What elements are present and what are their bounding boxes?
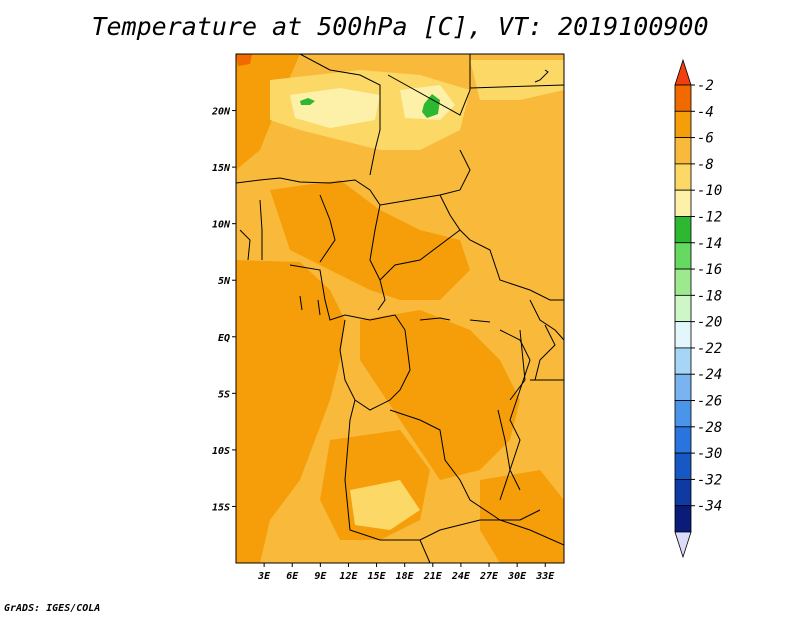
country-borders (236, 54, 564, 563)
y-tick-label: 5S (218, 389, 230, 400)
x-tick-label: 3E (257, 571, 271, 582)
colorbar-segment (674, 189, 692, 217)
colorbar-label: -34 (697, 499, 722, 515)
y-tick-label: 15N (212, 163, 231, 174)
x-tick-label: 6E (286, 571, 299, 582)
field-south-cool (350, 480, 420, 530)
colorbar-segment (674, 479, 692, 507)
colorbar-label: -2 (697, 78, 714, 94)
x-tick-label: 30E (507, 571, 527, 582)
colorbar-segment (674, 426, 692, 454)
colorbar-segment (674, 505, 692, 533)
y-tick-label: EQ (218, 333, 230, 344)
x-tick-label: 12E (339, 571, 358, 582)
field-sahara-coldest (290, 88, 380, 128)
field-green-patch-1 (300, 98, 315, 105)
x-tick-label: 21E (423, 571, 443, 582)
field-red-corner (236, 54, 252, 66)
colorbar-segment (674, 452, 692, 480)
map-frame (235, 53, 565, 564)
field-green-patch-2 (422, 94, 440, 118)
field-sahel-warm (270, 180, 470, 300)
colorbar-segment (674, 400, 692, 428)
field-west-warm (236, 260, 345, 563)
y-tick-label: 10N (212, 220, 231, 231)
y-tick-label: 15S (212, 502, 230, 513)
credit-label: GrADS: IGES/COLA (4, 603, 101, 614)
colorbar-label: -6 (697, 131, 714, 147)
colorbar-segment (674, 268, 692, 296)
colorbar-segment (674, 373, 692, 401)
colorbar-label: -20 (697, 315, 722, 331)
colorbar-label: -12 (697, 209, 722, 225)
field-ne-cool (470, 60, 564, 100)
colorbar-label: -4 (697, 104, 714, 120)
colorbar-label: -22 (697, 341, 722, 357)
x-axis: 3E 6E 9E 12E 15E 18E 21E 24E 27E 30E 33E (257, 563, 555, 582)
colorbar-label: -28 (697, 420, 722, 436)
colorbar-segment (674, 84, 692, 112)
colorbar-top-triangle (674, 58, 692, 86)
colorbar-label: -16 (697, 262, 722, 278)
y-axis: 20N 15N 10N 5N EQ 5S 10S 15S (211, 107, 236, 513)
colorbar-label: -14 (697, 236, 722, 252)
colorbar-bottom-triangle (674, 531, 692, 559)
colorbar-label: -24 (697, 367, 722, 383)
colorbar-segment (674, 110, 692, 138)
colorbar-label: -26 (697, 394, 722, 410)
x-tick-label: 15E (368, 571, 387, 582)
x-tick-label: 27E (479, 571, 499, 582)
x-tick-label: 18E (396, 571, 415, 582)
x-tick-label: 33E (535, 571, 555, 582)
colorbar-segment (674, 347, 692, 375)
y-tick-label: 5N (218, 276, 231, 287)
colorbar-label: -10 (697, 183, 722, 199)
colorbar-segment (674, 321, 692, 349)
field-se-warm (480, 470, 564, 563)
colorbar: -2 -4 -6 -8 -10 -12 -14 -16 -18 -20 -22 -24 -26 -28 -3… (674, 58, 722, 559)
colorbar-label: -18 (697, 288, 722, 304)
colorbar-segment (674, 216, 692, 244)
y-tick-label: 20N (211, 107, 231, 118)
field-congo-warm (360, 310, 520, 480)
colorbar-label: -8 (697, 157, 714, 173)
colorbar-segment (674, 137, 692, 165)
y-tick-label: 10S (212, 446, 230, 457)
colorbar-segment (674, 163, 692, 191)
colorbar-segment (674, 294, 692, 323)
temperature-field (236, 54, 564, 563)
x-tick-label: 9E (314, 571, 327, 582)
colorbar-segment (674, 242, 692, 270)
x-tick-label: 24E (451, 571, 471, 582)
map-title: Temperature at 500hPa [C], VT: 201910090… (91, 12, 709, 41)
colorbar-label: -32 (697, 472, 722, 488)
colorbar-label: -30 (697, 446, 722, 462)
